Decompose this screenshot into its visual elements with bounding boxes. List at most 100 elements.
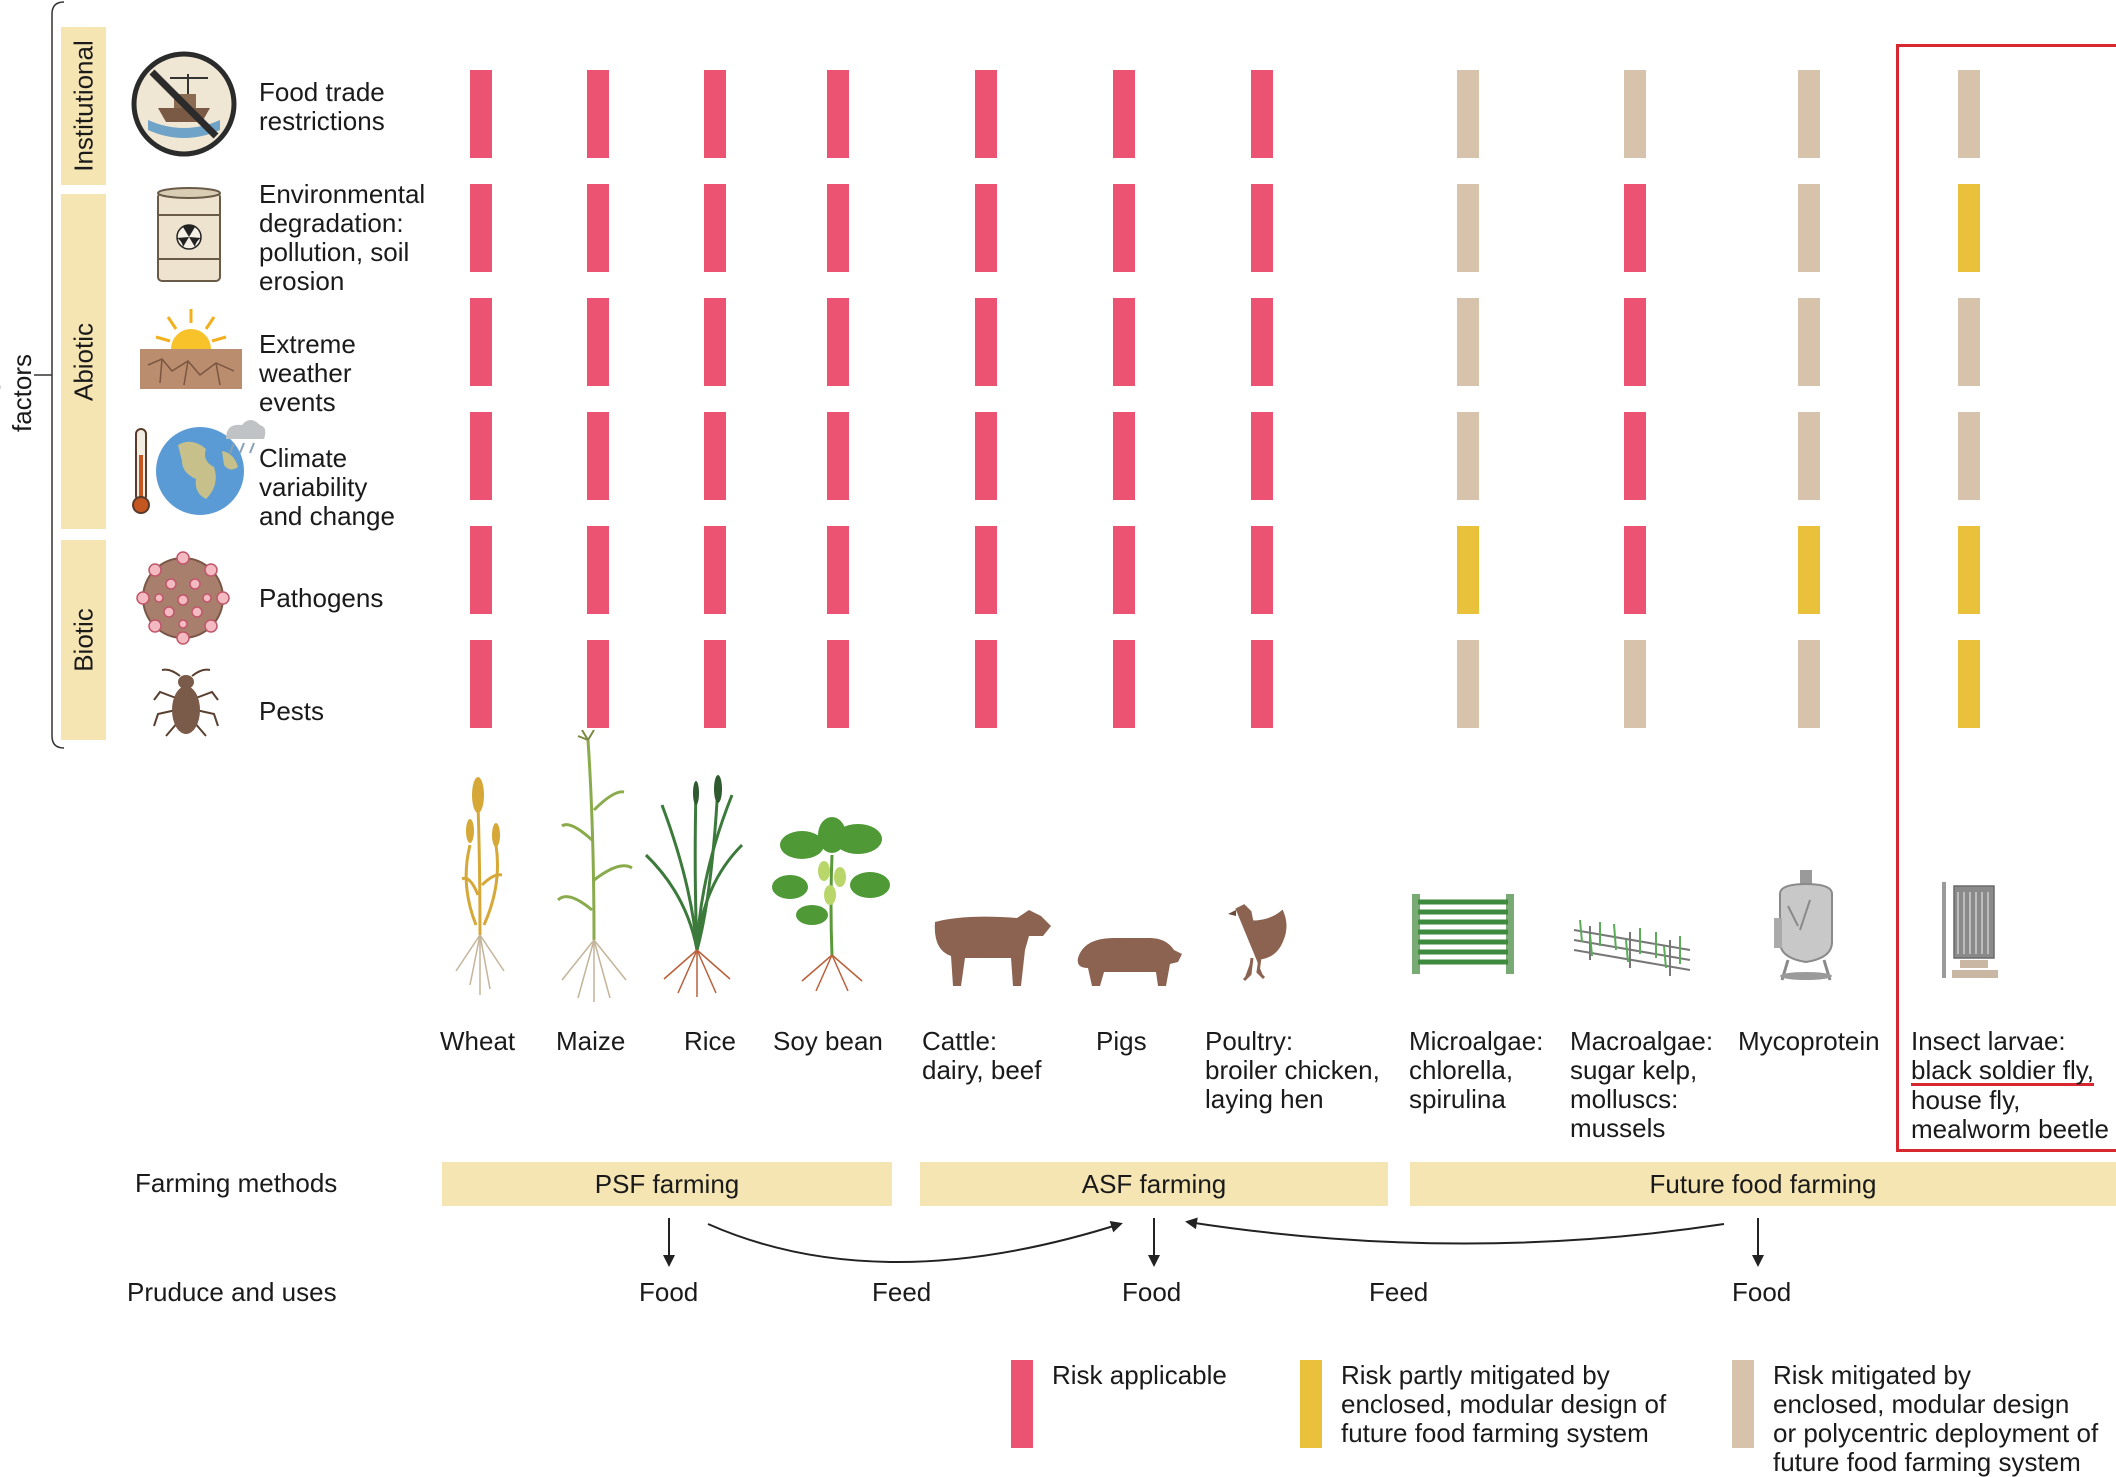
risk-cell: [975, 184, 997, 272]
category-label: Biotic: [68, 608, 98, 672]
label-line: black soldier fly,: [1911, 1055, 2095, 1086]
legend-line: Risk partly mitigated by: [1341, 1360, 1610, 1390]
risk-cell: [1958, 640, 1980, 728]
label-line: laying hen: [1205, 1084, 1324, 1114]
globe-thermometer-icon: [132, 420, 266, 515]
produce-uses-label: Pruduce and uses: [127, 1277, 337, 1307]
risk-cell: [1457, 412, 1479, 500]
psf-feed-arrow: [707, 1220, 1123, 1263]
category-institutional: Institutional: [61, 27, 106, 185]
label-line: Microalgae:: [1409, 1026, 1544, 1056]
sun-cracked-earth-icon: [140, 309, 242, 389]
legend-line: enclosed, modular design: [1773, 1389, 2070, 1419]
risk-cell: [470, 184, 492, 272]
label-line: Macroalgae:: [1570, 1026, 1714, 1056]
legend-swatch-applicable: [1011, 1360, 1033, 1448]
risk-cell: [1798, 70, 1820, 158]
label-line: Cattle:: [922, 1026, 998, 1056]
food-label-rice: Rice: [684, 1027, 736, 1056]
risk-cell: [1958, 412, 1980, 500]
risk-cell: [1457, 70, 1479, 158]
radioactive-barrel-icon: [157, 187, 221, 282]
food-label-insect-larvae: Insect larvae: black soldier fly, house …: [1911, 1027, 2109, 1144]
label-line: weather: [259, 358, 352, 388]
risk-cell: [1113, 640, 1135, 728]
label-line: Food trade: [259, 77, 385, 107]
risk-cell: [1798, 640, 1820, 728]
risk-cell: [1624, 526, 1646, 614]
risk-factors-axis-label: Risk factors: [0, 338, 38, 448]
virus-icon: [136, 551, 230, 645]
risk-cell: [704, 70, 726, 158]
risk-cell: [975, 298, 997, 386]
risk-cell: [470, 298, 492, 386]
risk-cell: [1457, 526, 1479, 614]
produce-food-psf: Food: [639, 1277, 699, 1307]
risk-cell: [827, 412, 849, 500]
legend-line: enclosed, modular design of: [1341, 1389, 1667, 1419]
fermenter-icon: [1774, 870, 1833, 981]
food-label-microalgae: Microalgae: chlorella, spirulina: [1409, 1027, 1543, 1114]
risk-cell: [470, 640, 492, 728]
label-line: Insect larvae:: [1911, 1026, 2066, 1056]
rice-icon: [644, 775, 744, 997]
risk-cell: [827, 70, 849, 158]
risk-cell: [704, 412, 726, 500]
risk-label-food-trade: Food trade restrictions: [259, 78, 385, 136]
label-line: dairy, beef: [922, 1055, 1042, 1085]
risk-cell: [1958, 184, 1980, 272]
risk-cell: [1251, 70, 1273, 158]
label-line: sugar kelp,: [1570, 1055, 1698, 1085]
category-abiotic: Abiotic: [61, 194, 106, 529]
method-label: ASF farming: [1081, 1168, 1227, 1199]
food-label-cattle: Cattle: dairy, beef: [922, 1027, 1041, 1085]
cow-icon: [934, 910, 1051, 986]
pig-icon: [1077, 938, 1182, 986]
food-label-poultry: Poultry: broiler chicken, laying hen: [1205, 1027, 1380, 1114]
risk-cell: [1624, 412, 1646, 500]
risk-cell: [1958, 526, 1980, 614]
risk-cell: [1113, 298, 1135, 386]
risk-cell: [827, 298, 849, 386]
label-line: molluscs:: [1570, 1084, 1679, 1114]
risk-cell: [1457, 640, 1479, 728]
soybean-icon: [772, 817, 890, 992]
psf-farming-bar: PSF farming: [442, 1162, 892, 1206]
risk-cell: [1798, 412, 1820, 500]
risk-cell: [1958, 298, 1980, 386]
method-label: PSF farming: [594, 1168, 740, 1199]
risk-label-pathogens: Pathogens: [259, 584, 383, 613]
legend-text-partly-mitigated: Risk partly mitigated by enclosed, modul…: [1341, 1361, 1666, 1448]
food-label-wheat: Wheat: [440, 1027, 515, 1056]
label-line: Soy bean: [773, 1026, 883, 1056]
label-line: spirulina: [1409, 1084, 1506, 1114]
risk-label-environmental: Environmental degradation: pollution, so…: [259, 180, 425, 296]
legend-line: or polycentric deployment of: [1773, 1418, 2099, 1448]
label-line: erosion: [259, 266, 345, 296]
label-line: mussels: [1570, 1113, 1666, 1143]
future-feed-arrow: [1185, 1217, 1725, 1245]
risk-cell: [827, 526, 849, 614]
label-line: events: [259, 387, 336, 417]
risk-cell: [1798, 298, 1820, 386]
risk-cell: [1624, 298, 1646, 386]
insect-pest-icon: [153, 668, 219, 737]
produce-food-asf: Food: [1122, 1277, 1182, 1307]
legend-swatch-mitigated: [1732, 1360, 1754, 1448]
produce-feed-psf: Feed: [872, 1277, 932, 1307]
risk-cell: [1251, 184, 1273, 272]
wheat-icon: [455, 777, 505, 995]
label-line: Mycoprotein: [1738, 1026, 1880, 1056]
label-line: chlorella,: [1409, 1055, 1514, 1085]
risk-cell: [827, 640, 849, 728]
risk-cell: [587, 412, 609, 500]
label-line: degradation:: [259, 208, 404, 238]
risk-cell: [1251, 640, 1273, 728]
axis-label-text: Risk factors: [0, 353, 37, 433]
label-line: Pests: [259, 696, 325, 726]
flow-arrows: [663, 1217, 1764, 1267]
risk-cell: [975, 640, 997, 728]
chicken-icon: [1228, 904, 1287, 982]
insect-farm-icon: [1942, 882, 1998, 978]
legend-line: future food farming system: [1773, 1447, 2081, 1477]
